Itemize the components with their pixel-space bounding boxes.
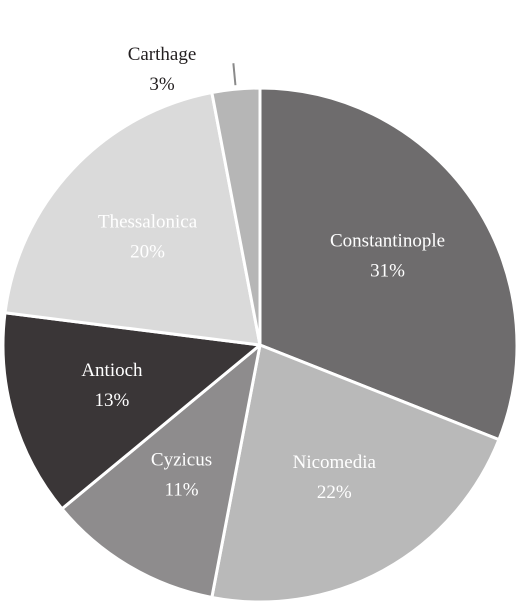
slice-label-thessalonica: Thessalonica xyxy=(98,211,198,232)
leader-line-carthage xyxy=(232,63,237,86)
pie-slice-carthage xyxy=(210,86,262,347)
pie-labels: Constantinople 31% Nicomedia 22% Cyzicus 11% A… xyxy=(81,44,445,503)
slice-value-nicomedia: 22% xyxy=(317,482,352,503)
slice-value-carthage: 3% xyxy=(149,74,175,95)
pie-slice-antioch xyxy=(1,311,262,511)
slice-value-constantinople: 31% xyxy=(370,260,405,281)
pie-slices xyxy=(1,86,518,604)
slice-value-cyzicus: 11% xyxy=(164,480,198,501)
slice-label-cyzicus: Cyzicus xyxy=(151,450,212,471)
pie-slice-cyzicus xyxy=(60,343,262,599)
slice-label-antioch: Antioch xyxy=(81,360,143,381)
pie-slice-nicomedia xyxy=(210,343,501,604)
slice-value-thessalonica: 20% xyxy=(130,241,165,262)
slice-value-antioch: 13% xyxy=(95,390,130,411)
slice-label-constantinople: Constantinople xyxy=(330,230,445,251)
slice-label-carthage: Carthage xyxy=(128,44,197,65)
pie-slice-constantinople xyxy=(258,86,518,442)
pie-slice-thessalonica xyxy=(3,91,262,347)
slice-label-nicomedia: Nicomedia xyxy=(293,452,377,473)
